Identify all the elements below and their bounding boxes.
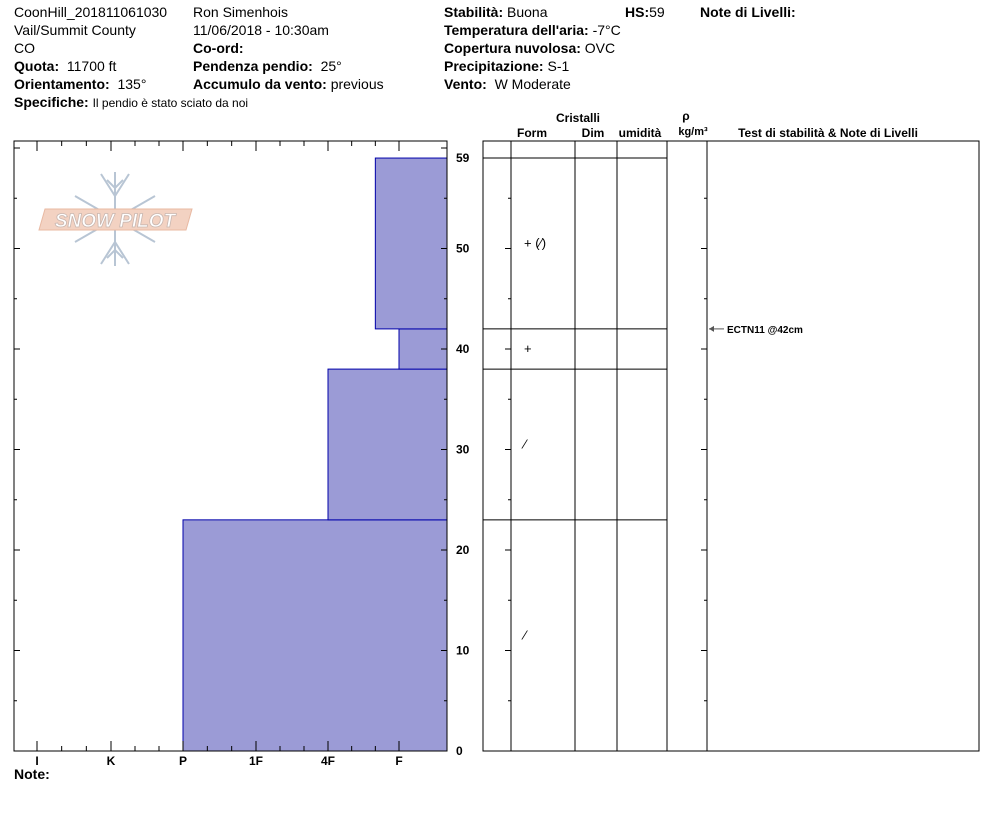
stability: Stabilità: Buona	[444, 4, 548, 21]
dim-header: Dim	[582, 126, 605, 140]
layer-notes-label: Note di Livelli:	[700, 4, 796, 20]
air-temp: Temperatura dell'aria: -7°C	[444, 22, 621, 39]
test-arrow-head-0	[709, 325, 714, 332]
hardness-label-4F: 4F	[321, 754, 335, 768]
wind: Vento: W Moderate	[444, 76, 571, 93]
hs-value: 59	[649, 4, 665, 20]
hardness-label-F: F	[395, 754, 402, 768]
test-label-0: ECTN11 @42cm	[727, 325, 803, 336]
table-columns	[510, 141, 708, 751]
air-temp-label: Temperatura dell'aria:	[444, 22, 589, 38]
hardness-label-I: I	[35, 754, 38, 768]
wind-loading-value: previous	[330, 76, 384, 92]
sky-label: Copertura nuvolosa:	[444, 40, 581, 56]
logo-text: SNOW PILOT	[55, 211, 177, 232]
hardness-layers	[182, 157, 448, 752]
elevation: Quota: 11700 ft	[14, 58, 116, 75]
stability-label: Stabilità:	[444, 4, 504, 20]
crystals-header: Cristalli	[556, 111, 600, 125]
observer: Ron Simenhois	[193, 4, 288, 20]
elevation-label: Quota:	[14, 58, 60, 74]
crystal-forms: ⁄ ⁄ + + (⁄)	[521, 235, 546, 642]
height-axis: 0 10 20 30 40 50 59	[14, 147, 470, 758]
specifics-label: Specifiche:	[14, 94, 89, 110]
hardness-label-K: K	[107, 754, 116, 768]
slope-value: 25°	[320, 58, 342, 74]
air-temp-value: -7°C	[592, 22, 621, 38]
height-label-20: 20	[456, 543, 470, 557]
height-label-10: 10	[456, 644, 470, 658]
hardness-axis: I K P 1F 4F F	[35, 141, 403, 768]
stability-value: Buona	[507, 4, 548, 20]
hardness-chart-frame	[13, 140, 448, 752]
table-ticks	[505, 197, 707, 752]
datetime: 11/06/2018 - 10:30am	[193, 22, 329, 38]
height-label-40: 40	[456, 342, 470, 356]
layer-table-frame	[482, 140, 980, 752]
specifics-value: Il pendio è stato sciato da noi	[92, 96, 249, 110]
form-symbol-2: +	[524, 341, 532, 356]
hardness-layer-2	[398, 328, 448, 370]
snowpilot-logo: SNOW PILOT	[38, 208, 193, 232]
height-label-0: 0	[456, 744, 463, 758]
notes-label: Note:	[14, 766, 50, 782]
aspect-value: 135°	[117, 76, 147, 92]
slope-label: Pendenza pendio:	[193, 58, 313, 74]
precip-value: S-1	[547, 58, 570, 74]
location: Vail/Summit County	[14, 22, 136, 38]
aspect: Orientamento: 135°	[14, 76, 146, 93]
wind-loading-label: Accumulo da vento:	[193, 76, 327, 92]
sky: Copertura nuvolosa: OVC	[444, 40, 615, 57]
hs-label: HS:	[625, 4, 650, 20]
wind-loading: Accumulo da vento: previous	[193, 76, 384, 93]
specifics: Specifiche: Il pendio è stato sciato da …	[14, 94, 248, 112]
tests-header: Test di stabilità & Note di Livelli	[738, 126, 918, 140]
precip-label: Precipitazione:	[444, 58, 544, 74]
form-symbol-0: ⁄	[521, 627, 528, 642]
height-label-50: 50	[456, 242, 470, 256]
hardness-layer-3	[374, 157, 448, 330]
hardness-label-P: P	[179, 754, 187, 768]
pit-id: CoonHill_201811061030	[14, 4, 168, 20]
wind-label: Vento:	[444, 76, 487, 92]
coord-label: Co-ord:	[193, 40, 244, 56]
density-unit-header: kg/m³	[678, 126, 708, 138]
sky-value: OVC	[584, 40, 616, 56]
wind-value: W Moderate	[494, 76, 571, 92]
form-header: Form	[517, 126, 547, 140]
moisture-header: umidità	[619, 126, 662, 140]
precip: Precipitazione: S-1	[444, 58, 569, 75]
hardness-label-1F: 1F	[249, 754, 263, 768]
elevation-value: 11700 ft	[66, 58, 117, 74]
hardness-layer-0	[182, 519, 448, 752]
height-label-59: 59	[456, 151, 470, 165]
state: CO	[14, 40, 35, 56]
rho-header: ρ	[682, 109, 689, 123]
aspect-label: Orientamento:	[14, 76, 110, 92]
form-symbol-3: + (⁄)	[524, 235, 546, 250]
height-label-30: 30	[456, 443, 470, 457]
form-symbol-1: ⁄	[521, 436, 528, 451]
hs: HS:59	[625, 4, 665, 21]
hardness-layer-1	[327, 368, 448, 521]
stability-tests: ECTN11 @42cm	[709, 325, 803, 336]
slope: Pendenza pendio: 25°	[193, 58, 342, 75]
table-rows	[483, 157, 667, 521]
